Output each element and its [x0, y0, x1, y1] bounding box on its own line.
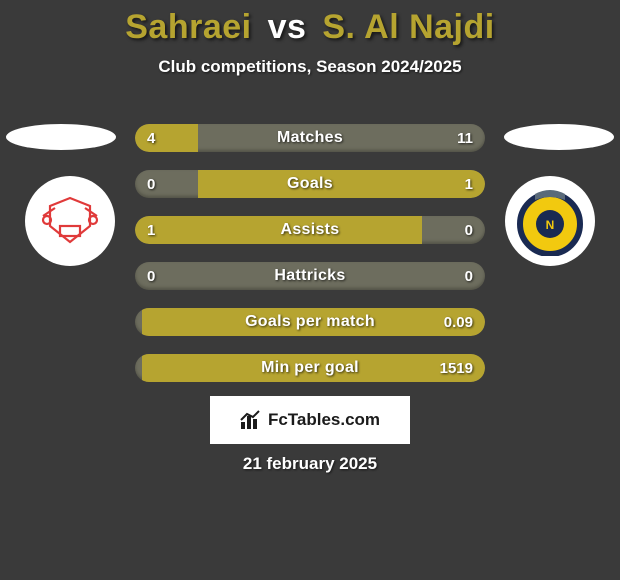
club-badge-right: N: [505, 176, 595, 266]
bars-icon: [240, 410, 262, 430]
svg-text:N: N: [546, 218, 555, 232]
stat-value-right: 11: [457, 124, 473, 152]
stat-row: Min per goal1519: [135, 354, 485, 382]
stat-value-left: 0: [147, 170, 155, 198]
site-name: FcTables.com: [268, 410, 380, 430]
stat-value-right: 0.09: [444, 308, 473, 336]
comparison-infographic: Sahraei vs S. Al Najdi Club competitions…: [0, 0, 620, 580]
ellipse-left: [6, 124, 116, 150]
footer-date: 21 february 2025: [0, 454, 620, 474]
subtitle: Club competitions, Season 2024/2025: [0, 57, 620, 77]
stat-value-left: 1: [147, 216, 155, 244]
stat-value-right: 0: [465, 262, 473, 290]
site-logo: FcTables.com: [210, 396, 410, 444]
club-crest-right-icon: N: [515, 186, 585, 256]
stat-value-right: 1: [465, 170, 473, 198]
stat-value-right: 0: [465, 216, 473, 244]
club-crest-left-icon: [35, 196, 105, 246]
stat-value-right: 1519: [440, 354, 473, 382]
stat-row: Hattricks0 0: [135, 262, 485, 290]
stat-bars: Matches411Goals01Assists10Hattricks00Goa…: [135, 124, 485, 400]
stat-label: Assists: [135, 216, 485, 244]
stat-value-left: 4: [147, 124, 155, 152]
stat-row: Matches4 11: [135, 124, 485, 152]
player2-name: S. Al Najdi: [322, 8, 494, 46]
stat-value-left: 0: [147, 262, 155, 290]
stat-row: Assists1 0: [135, 216, 485, 244]
stat-label: Min per goal: [135, 354, 485, 382]
stat-row: Goals per match0.09: [135, 308, 485, 336]
club-badge-left: [25, 176, 115, 266]
stat-row: Goals0 1: [135, 170, 485, 198]
stat-label: Goals per match: [135, 308, 485, 336]
ellipse-right: [504, 124, 614, 150]
player1-name: Sahraei: [125, 8, 251, 46]
page-title: Sahraei vs S. Al Najdi: [0, 0, 620, 47]
stat-label: Hattricks: [135, 262, 485, 290]
vs-text: vs: [268, 8, 307, 46]
stat-label: Matches: [135, 124, 485, 152]
stat-label: Goals: [135, 170, 485, 198]
